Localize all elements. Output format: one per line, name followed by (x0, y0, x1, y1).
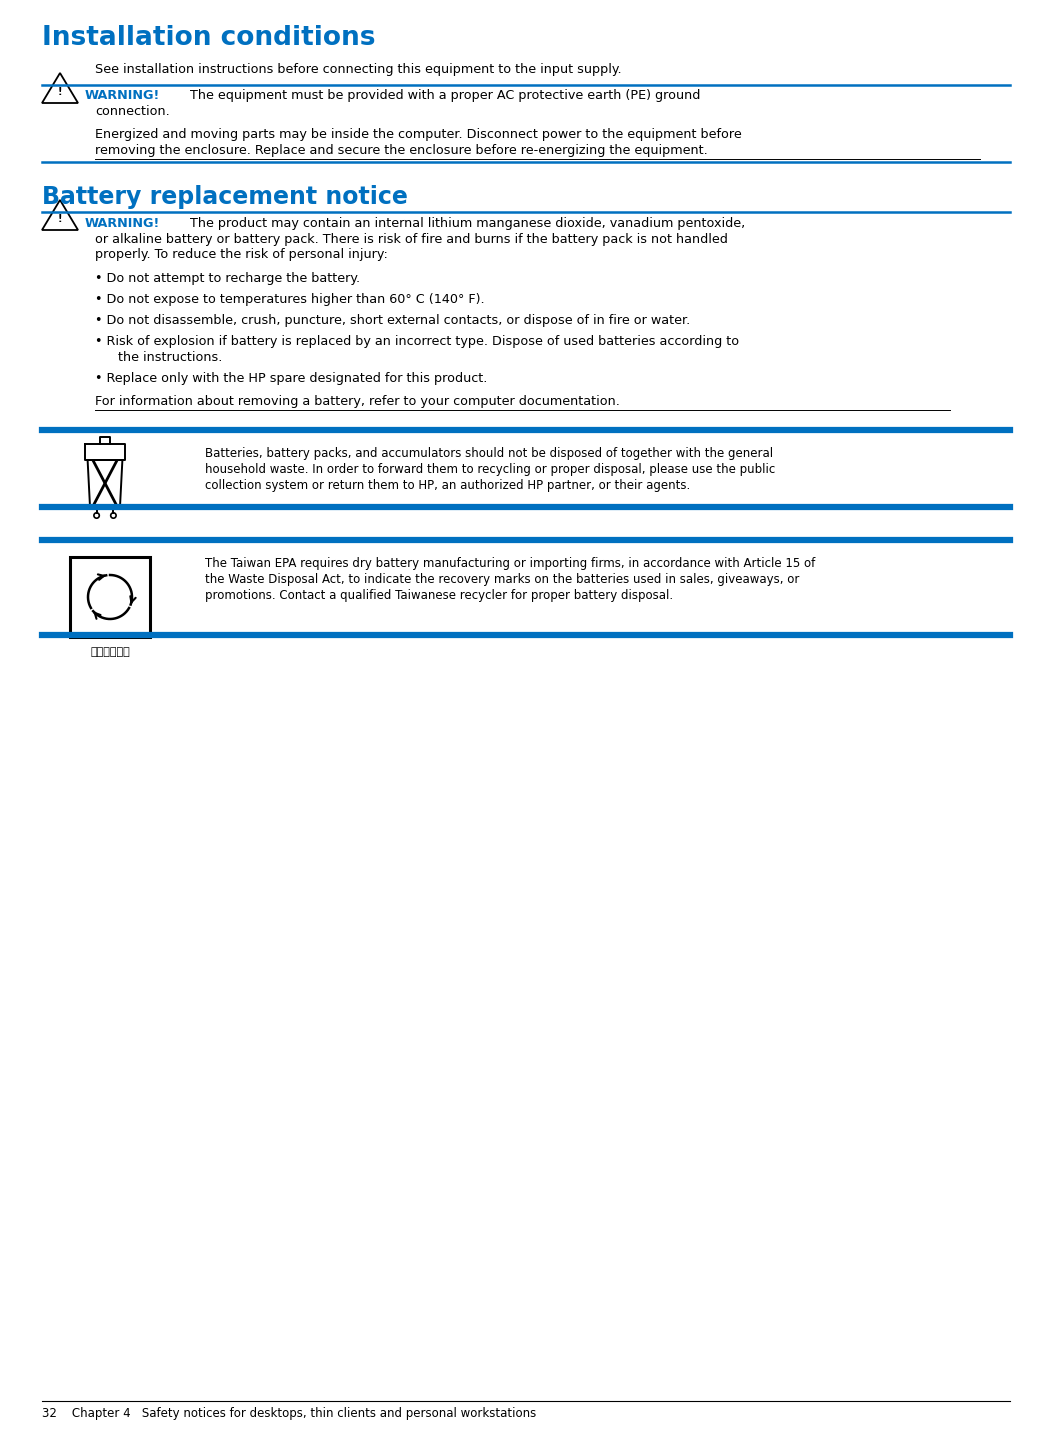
Text: the Waste Disposal Act, to indicate the recovery marks on the batteries used in : the Waste Disposal Act, to indicate the … (205, 574, 800, 587)
Text: • Do not expose to temperatures higher than 60° C (140° F).: • Do not expose to temperatures higher t… (95, 293, 485, 306)
Text: The Taiwan EPA requires dry battery manufacturing or importing firms, in accorda: The Taiwan EPA requires dry battery manu… (205, 556, 815, 569)
Text: household waste. In order to forward them to recycling or proper disposal, pleas: household waste. In order to forward the… (205, 462, 775, 475)
Text: WARNING!: WARNING! (85, 217, 160, 230)
Text: !: ! (58, 214, 62, 224)
Text: Energized and moving parts may be inside the computer. Disconnect power to the e: Energized and moving parts may be inside… (95, 129, 742, 142)
Text: properly. To reduce the risk of personal injury:: properly. To reduce the risk of personal… (95, 249, 388, 262)
Text: The product may contain an internal lithium manganese dioxide, vanadium pentoxid: The product may contain an internal lith… (190, 217, 745, 230)
Text: The equipment must be provided with a proper AC protective earth (PE) ground: The equipment must be provided with a pr… (190, 90, 701, 103)
Text: Installation conditions: Installation conditions (42, 25, 376, 51)
Text: See installation instructions before connecting this equipment to the input supp: See installation instructions before con… (95, 64, 622, 77)
Text: • Do not attempt to recharge the battery.: • Do not attempt to recharge the battery… (95, 272, 360, 285)
Text: For information about removing a battery, refer to your computer documentation.: For information about removing a battery… (95, 394, 620, 407)
Text: removing the enclosure. Replace and secure the enclosure before re-energizing th: removing the enclosure. Replace and secu… (95, 144, 708, 158)
Text: or alkaline battery or battery pack. There is risk of fire and burns if the batt: or alkaline battery or battery pack. The… (95, 233, 728, 246)
Text: the instructions.: the instructions. (110, 351, 222, 364)
Text: • Replace only with the HP spare designated for this product.: • Replace only with the HP spare designa… (95, 371, 487, 384)
Text: connection.: connection. (95, 105, 169, 118)
Bar (70, 556, 150, 637)
Text: promotions. Contact a qualified Taiwanese recycler for proper battery disposal.: promotions. Contact a qualified Taiwanes… (205, 590, 673, 603)
Text: !: ! (58, 87, 62, 97)
Text: Battery replacement notice: Battery replacement notice (42, 185, 408, 210)
Text: 32    Chapter 4   Safety notices for desktops, thin clients and personal worksta: 32 Chapter 4 Safety notices for desktops… (42, 1407, 537, 1420)
Text: WARNING!: WARNING! (85, 90, 160, 103)
Text: Batteries, battery packs, and accumulators should not be disposed of together wi: Batteries, battery packs, and accumulato… (205, 447, 773, 460)
Text: • Do not disassemble, crush, puncture, short external contacts, or dispose of in: • Do not disassemble, crush, puncture, s… (95, 314, 690, 327)
Text: collection system or return them to HP, an authorized HP partner, or their agent: collection system or return them to HP, … (205, 478, 690, 491)
Text: • Risk of explosion if battery is replaced by an incorrect type. Dispose of used: • Risk of explosion if battery is replac… (95, 335, 740, 348)
Text: 廢電池請回收: 廢電池請回收 (90, 647, 129, 657)
